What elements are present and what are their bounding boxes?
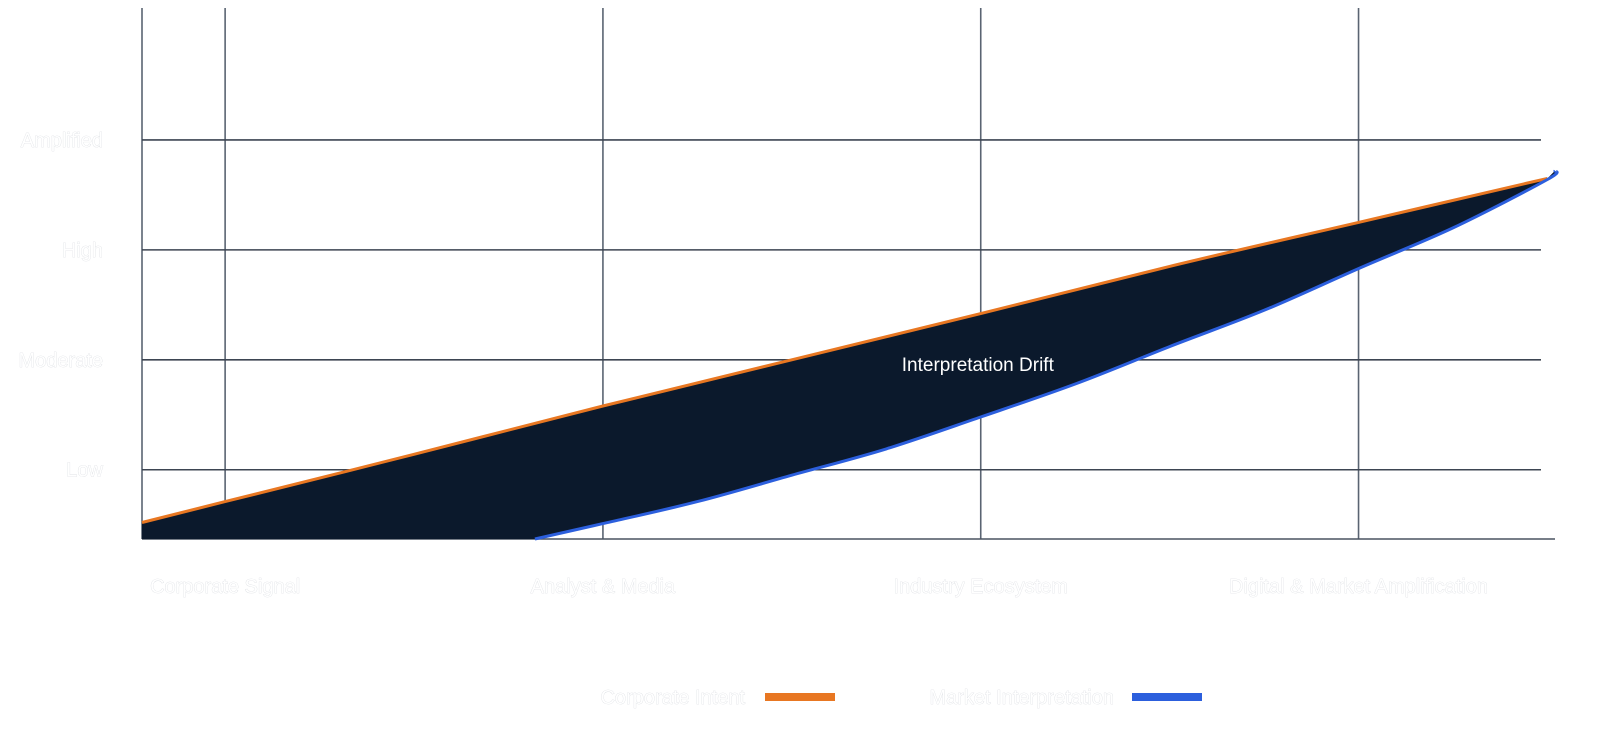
y-tick-label: Moderate xyxy=(19,350,104,372)
legend-swatch-market-interpretation xyxy=(1132,693,1202,701)
x-tick-label: Industry Ecosystem xyxy=(893,576,1068,598)
annotation-interpretation-drift: Interpretation Drift xyxy=(902,355,1055,376)
interpretation-drift-area xyxy=(142,170,1558,539)
x-tick-label: Corporate Signal xyxy=(150,576,300,598)
legend-label-market-interpretation: Market Interpretation xyxy=(929,687,1114,709)
y-tick-label: High xyxy=(62,240,103,262)
legend: Corporate Intent Market Interpretation xyxy=(600,687,1202,709)
series-line-market-interpretation xyxy=(534,169,1559,541)
y-axis-ticks: Low Moderate High Amplified xyxy=(18,130,104,482)
y-tick-label: Low xyxy=(66,460,103,482)
y-tick-label: Amplified xyxy=(21,130,103,152)
x-axis-ticks: Corporate Signal Analyst & Media Industry … xyxy=(150,576,1489,599)
legend-label-corporate-intent: Corporate Intent xyxy=(600,687,745,709)
legend-swatch-corporate-intent xyxy=(765,693,835,701)
x-tick-label: Analyst & Media xyxy=(531,576,676,598)
series-line-corporate-intent xyxy=(141,176,1548,524)
x-tick-label: Digital & Market Amplification xyxy=(1229,576,1488,598)
